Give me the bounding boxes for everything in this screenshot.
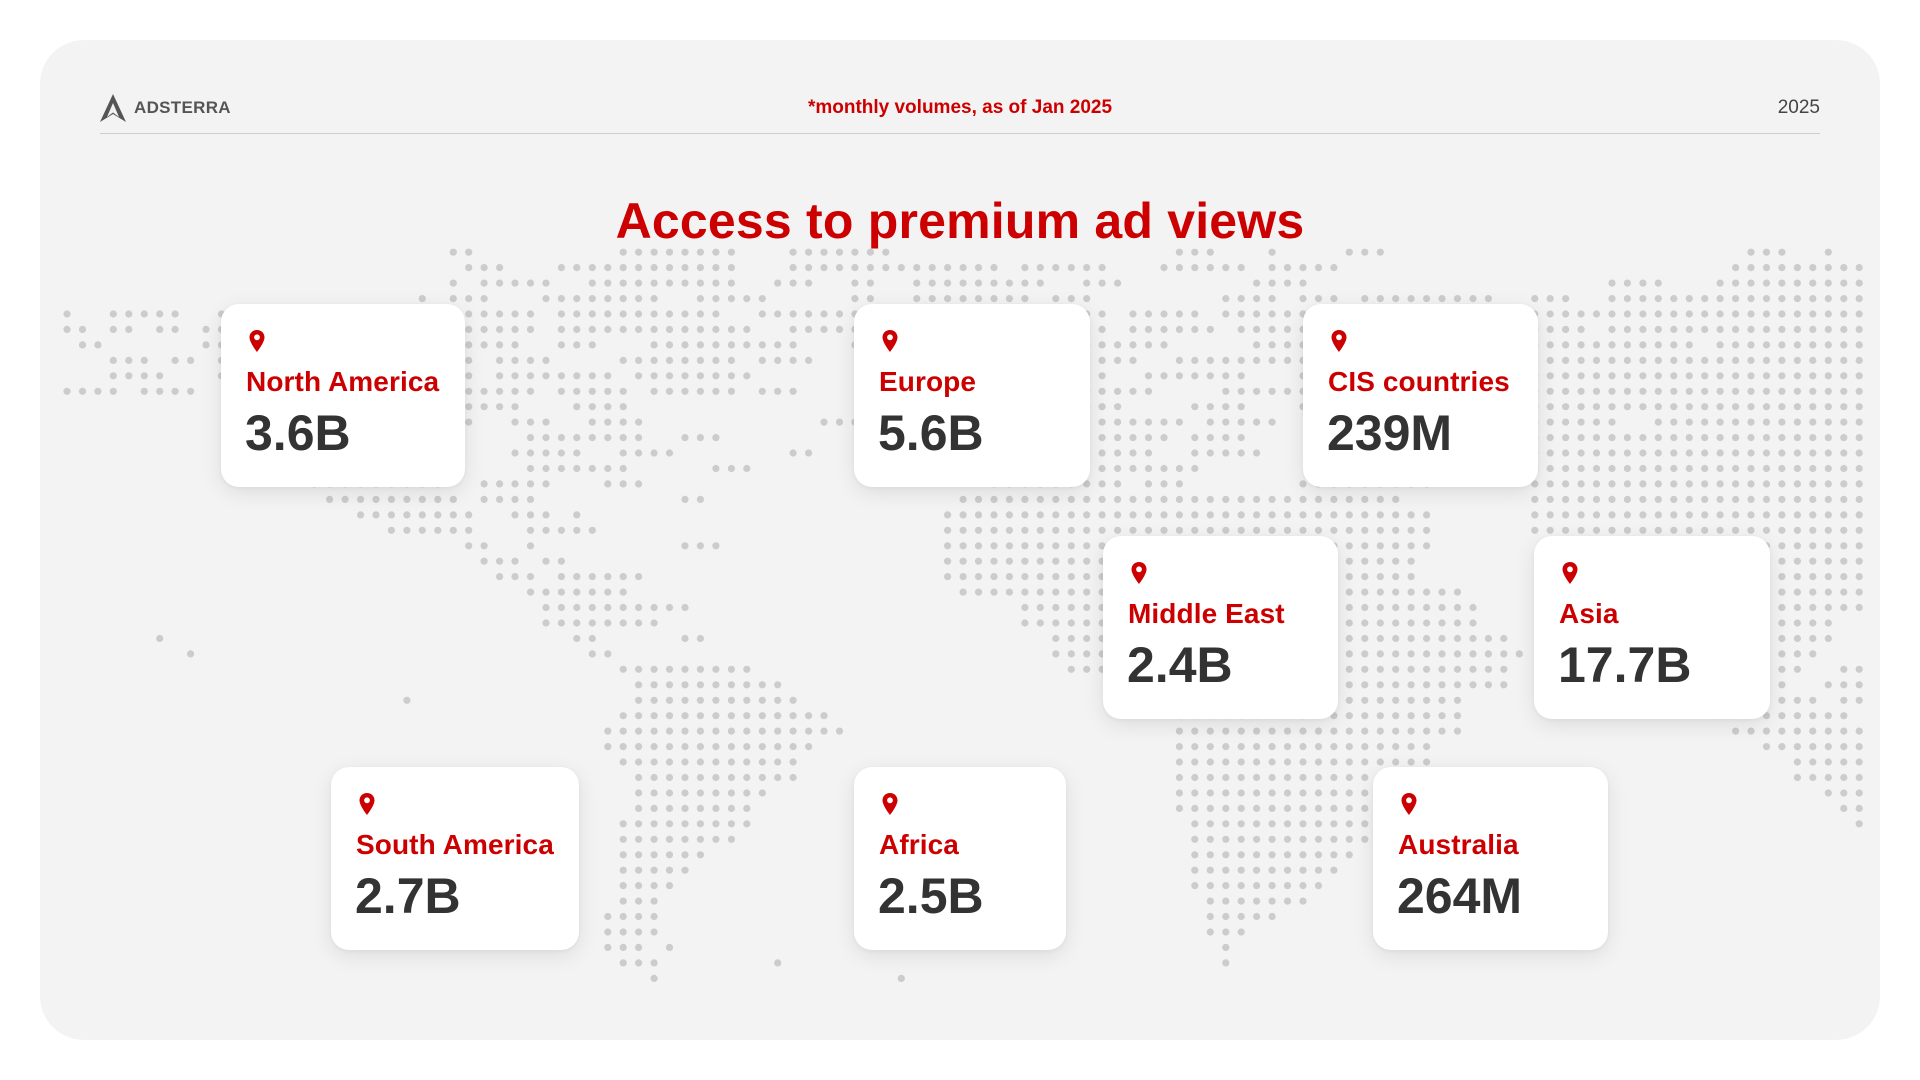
map-pin-icon	[882, 330, 898, 352]
region-card-asia: Asia 17.7B	[1534, 536, 1770, 719]
map-pin-icon	[1131, 562, 1147, 584]
map-pin-icon	[249, 330, 265, 352]
volume-note: *monthly volumes, as of Jan 2025	[807, 97, 1113, 118]
region-name: South America	[356, 829, 554, 860]
brand-name: ADSTERRA	[134, 98, 231, 117]
region-value: 17.7B	[1558, 637, 1692, 693]
map-pin-icon	[1401, 793, 1417, 815]
region-value: 239M	[1327, 405, 1453, 461]
region-card-middle-east: Middle East 2.4B	[1103, 536, 1338, 719]
region-value: 2.5B	[878, 868, 984, 924]
map-pin-icon	[359, 793, 375, 815]
region-name: CIS countries	[1328, 366, 1510, 397]
region-value: 5.6B	[878, 405, 984, 461]
region-value: 2.4B	[1127, 637, 1233, 693]
region-name: North America	[246, 366, 440, 397]
region-card-cis: CIS countries 239M	[1303, 304, 1538, 487]
region-value: 264M	[1397, 868, 1523, 924]
region-card-south-america: South America 2.7B	[331, 767, 579, 950]
header-bar: ADSTERRA *monthly volumes, as of Jan 202…	[100, 94, 1820, 134]
region-name: Asia	[1559, 598, 1619, 629]
adsterra-logo-icon	[100, 94, 126, 122]
region-card-europe: Europe 5.6B	[854, 304, 1090, 487]
page-title: Access to premium ad views	[615, 193, 1305, 249]
region-card-north-america: North America 3.6B	[221, 304, 465, 487]
map-pin-icon	[882, 793, 898, 815]
region-name: Australia	[1398, 829, 1519, 860]
map-pin-icon	[1331, 330, 1347, 352]
region-card-australia: Australia 264M	[1373, 767, 1608, 950]
region-card-africa: Africa 2.5B	[854, 767, 1066, 950]
brand-logo: ADSTERRA	[100, 94, 231, 122]
region-name: Middle East	[1128, 598, 1285, 629]
map-pin-icon	[1562, 562, 1578, 584]
region-value: 2.7B	[355, 868, 461, 924]
region-value: 3.6B	[245, 405, 351, 461]
region-name: Europe	[879, 366, 977, 397]
region-name: Africa	[879, 829, 959, 860]
year-label: 2025	[1777, 97, 1820, 118]
